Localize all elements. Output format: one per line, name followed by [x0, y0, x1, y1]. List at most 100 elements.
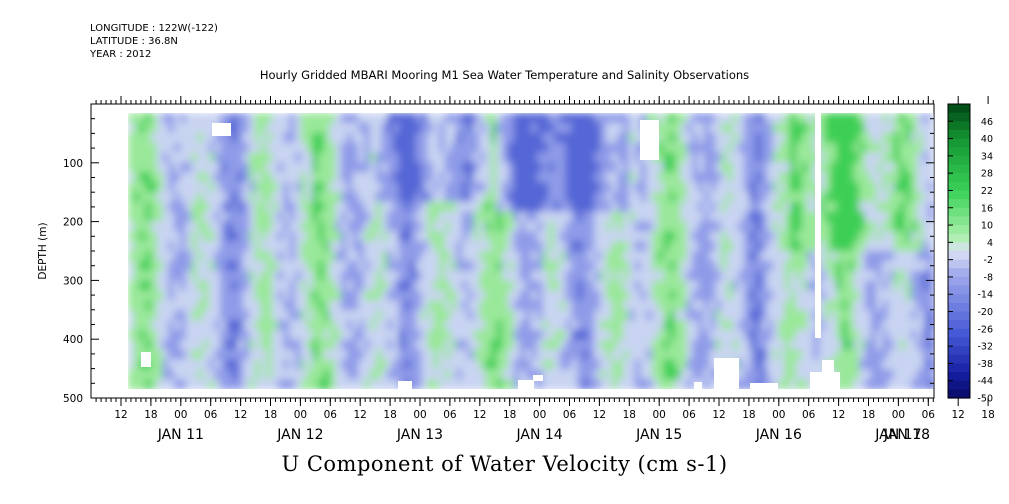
data-gap	[212, 123, 231, 136]
hour-tick-label: 00	[413, 409, 426, 421]
hour-tick-label: 18	[264, 409, 277, 421]
data-gap	[822, 360, 834, 372]
hour-tick-label: 18	[503, 409, 516, 421]
y-tick-label: 500	[63, 393, 83, 405]
y-tick-label: 100	[63, 158, 83, 170]
colorbar-band	[948, 251, 970, 261]
year-label: YEAR : 2012	[90, 49, 152, 60]
colorbar-band	[948, 285, 970, 295]
data-gap	[141, 352, 151, 367]
colorbar-band	[948, 354, 970, 365]
colorbar-band	[948, 155, 970, 166]
colorbar-band	[948, 276, 970, 287]
hour-tick-label: 06	[443, 409, 457, 421]
colorbar-band	[948, 328, 970, 339]
hour-tick-label: 06	[802, 409, 816, 421]
hour-tick-label: 18	[862, 409, 875, 421]
colorbar-label: 4	[987, 238, 993, 249]
data-gap	[694, 382, 702, 389]
longitude-label: LONGITUDE : 122W(-122)	[90, 23, 218, 34]
colorbar-band	[948, 181, 970, 192]
hour-tick-label: 12	[832, 409, 845, 421]
data-gap	[750, 383, 778, 391]
colorbar-band	[948, 138, 970, 148]
colorbar-label: -2	[984, 255, 993, 266]
colorbar-band	[948, 363, 970, 373]
colorbar-band	[948, 242, 970, 252]
chart-title: Hourly Gridded MBARI Mooring M1 Sea Wate…	[259, 68, 750, 82]
colorbar-label: 22	[981, 186, 993, 197]
hour-tick-label: 00	[294, 409, 307, 421]
colorbar-band	[948, 225, 970, 235]
colorbar: 46 40 34 28 22 16 10 4 -2 -8 -14 -20 -26 -32 -38 -44 -50	[947, 103, 993, 405]
colorbar-label: -50	[977, 394, 993, 405]
colorbar-band	[948, 294, 970, 304]
colorbar-band	[948, 337, 970, 347]
colorbar-band	[948, 389, 970, 399]
colorbar-frame	[947, 103, 971, 399]
colorbar-label: 46	[981, 117, 993, 128]
hour-tick-label: 12	[473, 409, 486, 421]
colorbar-band	[948, 216, 970, 226]
colorbar-label: -14	[977, 290, 993, 301]
hour-tick-label: 00	[653, 409, 666, 421]
day-label: JAN 13	[396, 427, 443, 443]
day-label: JAN 18	[883, 427, 930, 443]
colorbar-band	[948, 104, 970, 114]
colorbar-label: -44	[977, 376, 993, 387]
hour-tick-label: 12	[952, 409, 965, 421]
colorbar-band	[948, 259, 970, 269]
day-label: JAN 15	[635, 427, 682, 443]
colorbar-label: 28	[981, 169, 993, 180]
colorbar-label: -20	[977, 307, 993, 318]
colorbar-band	[948, 129, 970, 140]
x-axis-label: U Component of Water Velocity (cm s-1)	[281, 452, 728, 476]
colorbar-band	[948, 164, 970, 174]
hour-tick-label: 12	[354, 409, 367, 421]
velocity-field	[128, 113, 934, 389]
colorbar-label: 10	[981, 221, 993, 232]
data-gap	[714, 358, 739, 390]
hour-tick-label: 00	[174, 409, 187, 421]
data-gap	[815, 113, 821, 338]
colorbar-label: -38	[977, 359, 993, 370]
colorbar-band	[948, 207, 970, 218]
metadata-block: LONGITUDE : 122W(-122) LATITUDE : 36.8N …	[90, 22, 218, 61]
data-gap	[518, 380, 534, 390]
colorbar-label: -32	[977, 342, 993, 353]
data-gap	[810, 372, 840, 390]
hour-tick-label: 12	[712, 409, 725, 421]
colorbar-band	[948, 311, 970, 321]
y-tick-label: 400	[63, 334, 83, 346]
colorbar-label: 16	[981, 203, 993, 214]
colorbar-label: 40	[981, 134, 993, 145]
day-label: JAN 17	[874, 427, 921, 443]
colorbar-band	[948, 302, 970, 313]
colorbar-band	[948, 121, 970, 131]
data-gap	[533, 375, 543, 381]
hour-tick-label: 18	[623, 409, 636, 421]
hour-tick-label: 00	[892, 409, 905, 421]
colorbar-band	[948, 173, 970, 183]
hour-tick-label: 00	[533, 409, 546, 421]
hour-tick-label: 18	[144, 409, 157, 421]
y-axis-label: DEPTH (m)	[37, 222, 49, 279]
hour-tick-label: 06	[563, 409, 577, 421]
colorbar-band	[948, 320, 970, 330]
hour-tick-label: 00	[772, 409, 785, 421]
colorbar-band	[948, 233, 970, 243]
y-tick-label: 300	[63, 275, 83, 287]
day-label: JAN 14	[515, 427, 562, 443]
hour-tick-label: 18	[742, 409, 755, 421]
day-label: JAN 16	[755, 427, 802, 443]
colorbar-band	[948, 380, 970, 390]
colorbar-band	[948, 372, 970, 382]
hour-tick-label: 12	[234, 409, 247, 421]
colorbar-band	[948, 112, 970, 122]
data-gap	[398, 381, 412, 390]
hour-tick-label: 18	[981, 409, 994, 421]
day-label: JAN 11	[157, 427, 204, 443]
colorbar-band	[948, 147, 970, 157]
hour-tick-label: 18	[383, 409, 396, 421]
